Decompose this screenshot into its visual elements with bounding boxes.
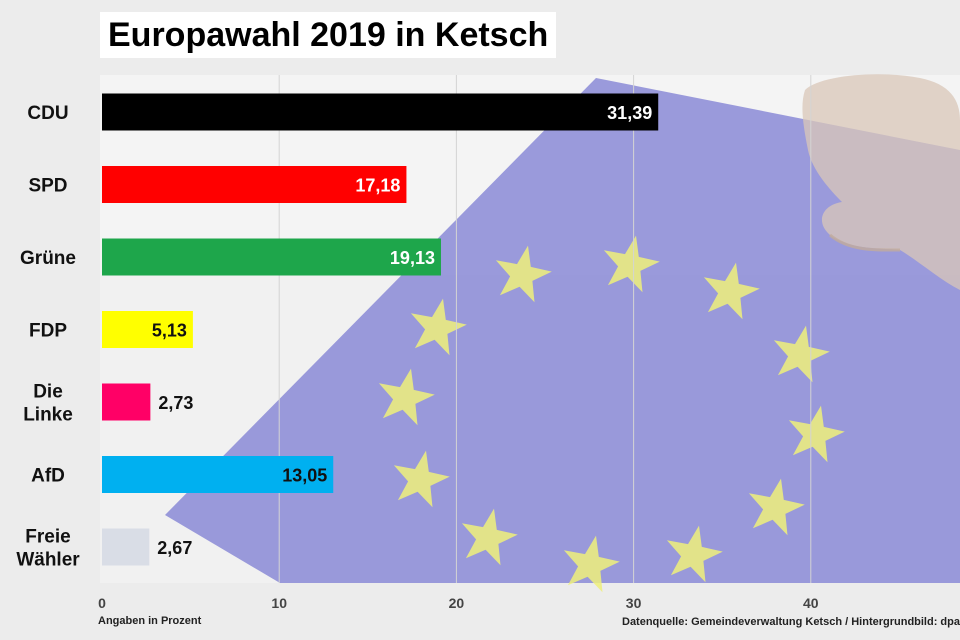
star-icon xyxy=(703,262,760,320)
star-icon xyxy=(748,478,805,536)
hand-icon xyxy=(802,74,960,290)
category-label: FDP xyxy=(29,321,67,342)
chart-title: Europawahl 2019 in Ketsch xyxy=(108,15,549,54)
bar xyxy=(102,528,150,566)
x-tick-label: 0 xyxy=(98,595,106,611)
x-tick-label: 30 xyxy=(626,595,642,611)
x-tick-label: 10 xyxy=(271,595,287,611)
category-label: Freie Wähler xyxy=(16,527,80,571)
bar xyxy=(102,166,407,203)
eu-stars xyxy=(378,235,845,593)
x-tick-label: 40 xyxy=(803,595,819,611)
bar xyxy=(102,311,193,348)
category-label: AfD xyxy=(31,466,65,487)
title-box: Europawahl 2019 in Ketsch xyxy=(100,12,557,58)
bar xyxy=(102,93,659,131)
star-icon xyxy=(495,245,552,303)
gridlines xyxy=(278,75,812,583)
value-label: 17,18 xyxy=(355,176,400,196)
category-label: Grüne xyxy=(20,248,76,269)
value-label: 2,73 xyxy=(158,393,193,413)
bar xyxy=(102,383,151,421)
category-labels: CDU SPD Grüne FDP Die Linke AfD Freie Wähler xyxy=(16,103,80,571)
star-icon xyxy=(410,298,467,356)
star-icon xyxy=(563,535,620,593)
bars xyxy=(102,93,659,566)
bar xyxy=(102,456,334,493)
value-label: 31,39 xyxy=(607,103,652,123)
star-icon xyxy=(773,325,830,383)
source-note: Datenquelle: Gemeindeverwaltung Ketsch /… xyxy=(622,616,960,628)
eu-flag-ballot-icon xyxy=(165,78,960,583)
star-icon xyxy=(461,508,518,566)
category-label: Die Linke xyxy=(23,382,73,426)
bar xyxy=(102,238,441,276)
star-icon xyxy=(788,405,845,463)
value-label: 19,13 xyxy=(390,248,435,268)
star-icon xyxy=(378,368,435,426)
category-label: CDU xyxy=(27,103,68,124)
x-axis-ticks: 0 10 20 30 40 xyxy=(98,595,819,611)
unit-note: Angaben in Prozent xyxy=(98,615,202,627)
category-label: SPD xyxy=(28,176,67,197)
star-icon xyxy=(603,235,660,293)
value-labels: 31,39 17,18 19,13 5,13 2,73 13,05 2,67 xyxy=(152,103,652,558)
value-label: 13,05 xyxy=(282,466,327,486)
value-label: 2,67 xyxy=(157,538,192,558)
value-label: 5,13 xyxy=(152,321,187,341)
x-tick-label: 20 xyxy=(449,595,465,611)
star-icon xyxy=(666,525,723,583)
star-icon xyxy=(393,450,450,508)
